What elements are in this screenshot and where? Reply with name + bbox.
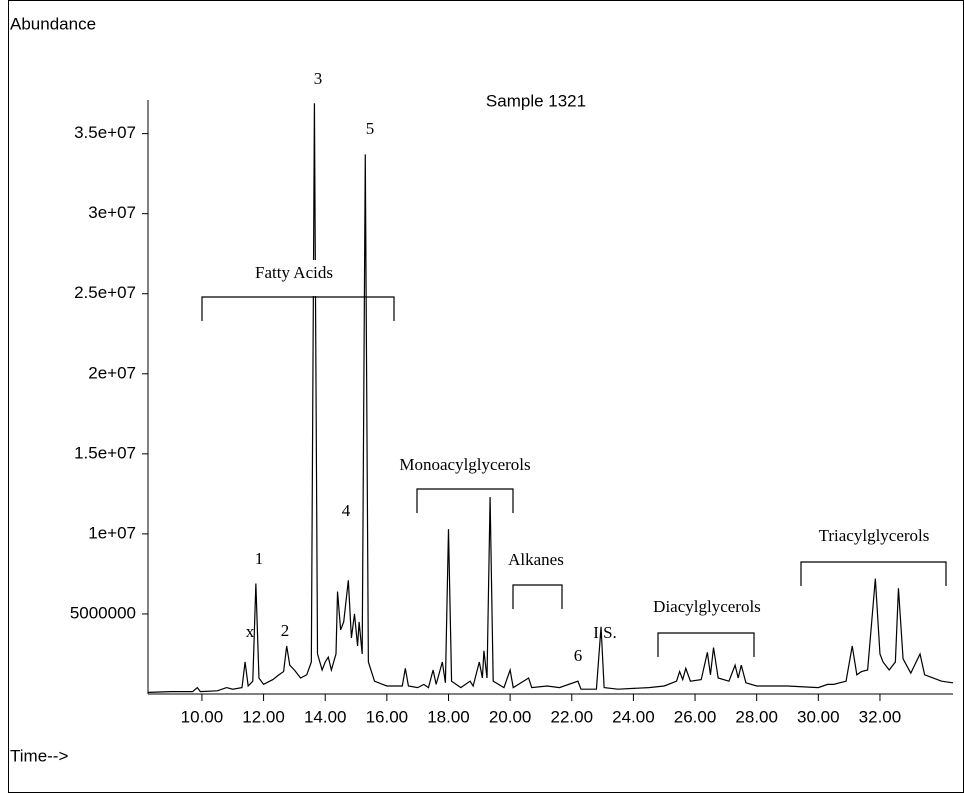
x-tick-label: 14.00 xyxy=(304,707,347,726)
annotation: 5 xyxy=(366,119,375,138)
bracket xyxy=(800,561,947,586)
chromatogram-trace xyxy=(147,103,954,693)
y-tick-label: 2e+07 xyxy=(88,363,136,382)
y-tick-label: 2.5e+07 xyxy=(74,283,136,302)
bracket xyxy=(416,488,514,513)
annotation: Fatty Acids xyxy=(255,263,333,282)
annotation: Diacylglycerols xyxy=(653,597,761,616)
bracket xyxy=(201,296,395,321)
annotation-background xyxy=(242,260,346,296)
x-tick-label: 16.00 xyxy=(366,707,409,726)
x-tick-label: 12.00 xyxy=(242,707,285,726)
annotation: I.S. xyxy=(593,623,617,642)
x-axis-label: Time--> xyxy=(10,746,68,765)
x-tick-label: 20.00 xyxy=(489,707,532,726)
annotation: x xyxy=(246,622,255,641)
y-axis-label: Abundance xyxy=(10,14,96,33)
annotation: 6 xyxy=(574,646,583,665)
y-tick-label: 3.5e+07 xyxy=(74,123,136,142)
chart-title: Sample 1321 xyxy=(486,91,586,110)
y-tick-label: 3e+07 xyxy=(88,203,136,222)
x-tick-label: 22.00 xyxy=(550,707,593,726)
x-tick-label: 18.00 xyxy=(427,707,470,726)
bracket xyxy=(657,632,755,657)
annotation: 3 xyxy=(314,69,323,88)
x-tick-label: 30.00 xyxy=(797,707,840,726)
annotation: 2 xyxy=(281,621,290,640)
x-tick-label: 10.00 xyxy=(181,707,224,726)
bracket xyxy=(512,584,563,609)
x-tick-label: 24.00 xyxy=(612,707,655,726)
annotation: Monoacylglycerols xyxy=(399,455,530,474)
x-tick-label: 28.00 xyxy=(735,707,778,726)
annotation: 1 xyxy=(255,549,264,568)
y-tick-label: 1e+07 xyxy=(88,523,136,542)
annotation: Alkanes xyxy=(508,550,564,569)
y-tick-label: 5000000 xyxy=(70,603,136,622)
annotation: 4 xyxy=(342,501,351,520)
annotation: Triacylglycerols xyxy=(819,526,930,545)
x-tick-label: 26.00 xyxy=(674,707,717,726)
x-tick-label: 32.00 xyxy=(859,707,902,726)
y-tick-label: 1.5e+07 xyxy=(74,443,136,462)
